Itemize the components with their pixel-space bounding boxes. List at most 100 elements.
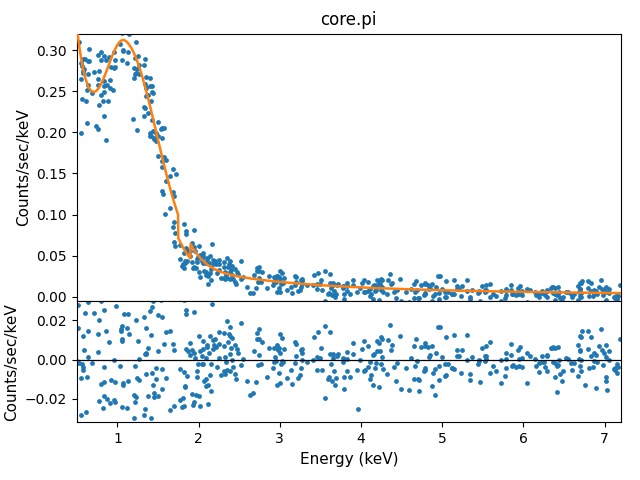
Point <box>124 330 134 338</box>
Point <box>175 255 186 263</box>
Point <box>189 263 199 271</box>
Point <box>123 20 133 28</box>
Point <box>252 335 262 342</box>
Point <box>103 97 113 105</box>
Point <box>575 292 586 300</box>
Point <box>202 255 212 263</box>
Point <box>365 285 375 292</box>
Point <box>262 373 273 381</box>
Point <box>530 288 540 296</box>
Point <box>550 345 560 352</box>
Point <box>387 342 397 349</box>
Point <box>584 292 594 300</box>
Point <box>147 293 157 300</box>
Point <box>465 376 476 384</box>
Point <box>368 381 378 389</box>
Point <box>290 360 300 367</box>
Point <box>568 290 579 298</box>
Point <box>123 48 133 56</box>
Point <box>488 290 498 298</box>
Point <box>76 374 86 382</box>
Point <box>325 270 335 278</box>
Point <box>133 337 143 345</box>
Point <box>219 274 229 281</box>
Point <box>500 291 511 299</box>
Point <box>500 285 511 292</box>
Point <box>377 276 387 283</box>
Point <box>168 427 178 435</box>
Point <box>282 287 292 294</box>
Point <box>531 291 541 299</box>
Point <box>522 285 532 293</box>
Point <box>82 86 92 94</box>
Point <box>134 376 144 384</box>
Point <box>553 283 563 291</box>
Point <box>506 351 516 359</box>
Point <box>566 359 576 367</box>
Point <box>254 325 264 333</box>
Point <box>139 313 149 321</box>
Point <box>79 65 89 73</box>
Point <box>409 342 419 350</box>
Point <box>96 48 106 55</box>
Point <box>108 86 118 94</box>
Point <box>129 414 140 421</box>
Point <box>328 281 339 289</box>
Point <box>245 289 255 297</box>
Point <box>110 63 120 71</box>
Point <box>225 367 235 375</box>
Point <box>344 373 355 381</box>
Point <box>552 361 563 369</box>
Point <box>395 332 405 339</box>
Point <box>254 335 264 343</box>
Point <box>612 295 622 303</box>
Point <box>220 353 230 360</box>
Point <box>198 267 209 275</box>
Point <box>257 338 267 346</box>
Point <box>481 342 491 349</box>
Point <box>586 279 596 287</box>
Point <box>307 356 317 364</box>
Point <box>224 330 234 338</box>
Point <box>78 363 88 371</box>
Point <box>118 47 129 54</box>
Point <box>409 280 419 288</box>
Point <box>277 357 287 365</box>
Point <box>189 398 199 406</box>
Point <box>425 352 435 360</box>
Point <box>179 394 189 402</box>
Point <box>568 359 579 367</box>
Point <box>431 283 441 291</box>
Point <box>586 352 596 360</box>
Point <box>566 290 576 298</box>
Point <box>307 281 317 288</box>
Point <box>507 290 517 298</box>
Point <box>351 288 362 295</box>
Point <box>157 313 167 321</box>
Point <box>94 67 104 74</box>
Point <box>101 136 111 144</box>
Point <box>401 364 411 372</box>
Point <box>589 286 599 294</box>
Point <box>612 360 622 368</box>
Point <box>228 363 239 371</box>
Point <box>279 345 289 353</box>
Point <box>308 272 319 279</box>
Point <box>125 17 136 24</box>
Point <box>95 91 106 99</box>
Point <box>195 274 205 281</box>
Point <box>456 292 466 300</box>
Point <box>181 244 191 252</box>
Point <box>575 367 586 375</box>
Point <box>277 269 287 277</box>
Y-axis label: Counts/sec/keV: Counts/sec/keV <box>16 108 31 226</box>
Point <box>555 370 565 378</box>
Point <box>604 356 614 364</box>
Point <box>77 366 88 374</box>
Point <box>157 440 167 447</box>
Point <box>604 289 614 297</box>
Point <box>461 276 472 284</box>
Point <box>228 275 239 282</box>
Point <box>331 290 341 298</box>
Point <box>553 343 563 351</box>
